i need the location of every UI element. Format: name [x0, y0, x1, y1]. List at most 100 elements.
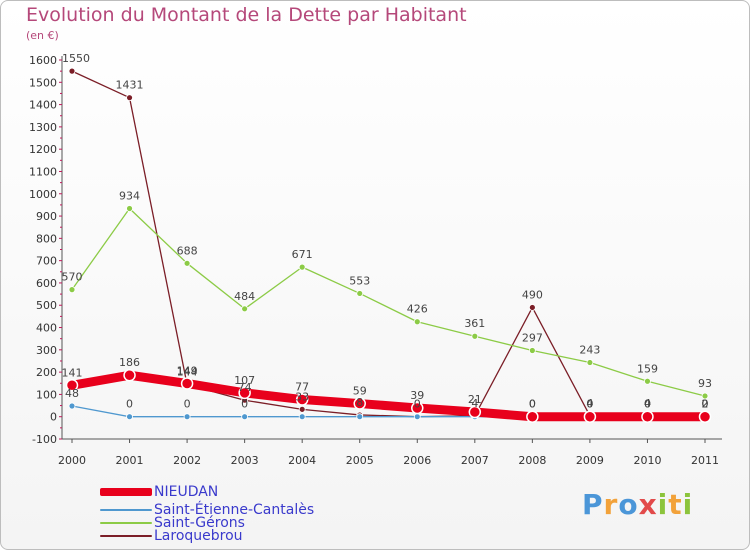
data-label: 361	[464, 317, 485, 330]
data-label: 553	[349, 274, 370, 287]
data-point	[298, 263, 306, 271]
series-line-saint-g-rons	[71, 207, 706, 397]
y-axis-unit: (en €)	[26, 29, 59, 42]
data-label: 4	[644, 397, 651, 410]
data-point	[356, 290, 364, 297]
data-point	[644, 377, 651, 385]
legend-label: Saint-Gérons	[154, 515, 245, 531]
y-tick-label: 1000	[29, 188, 57, 201]
data-label: 0	[184, 398, 191, 411]
data-label: 144	[177, 366, 198, 379]
y-tick-label: 1200	[29, 143, 57, 156]
x-tick-label: 2011	[691, 454, 719, 467]
y-tick-label: 1100	[29, 165, 57, 178]
data-point	[68, 286, 76, 294]
data-point	[583, 410, 597, 423]
data-point	[183, 259, 191, 267]
data-point	[586, 359, 594, 366]
data-point	[413, 318, 421, 326]
data-label: 934	[119, 189, 140, 202]
y-tick-label: 1500	[29, 76, 57, 89]
data-label: 484	[234, 290, 255, 303]
x-tick-label: 2003	[231, 454, 259, 467]
data-point	[126, 413, 133, 421]
y-tick-label: 200	[36, 366, 57, 379]
data-label: 1431	[116, 79, 144, 92]
x-tick-label: 2006	[403, 454, 431, 467]
data-point	[123, 368, 136, 382]
data-label: 0	[586, 398, 593, 411]
data-point	[698, 410, 712, 423]
legend-swatch	[100, 509, 152, 511]
x-tick-label: 2005	[346, 454, 374, 467]
data-label: 570	[62, 271, 83, 284]
data-label: 93	[698, 377, 712, 390]
x-tick-label: 2001	[116, 454, 144, 467]
y-tick-label: 1600	[29, 54, 57, 67]
data-label: 74	[238, 381, 252, 394]
x-tick-label: 2002	[173, 454, 201, 467]
data-point	[528, 347, 536, 354]
data-label: 688	[177, 244, 198, 257]
data-point	[295, 393, 309, 406]
y-tick-label: 400	[36, 322, 57, 335]
data-label: 2	[702, 397, 709, 410]
data-point	[471, 332, 479, 340]
data-label: 1550	[62, 52, 90, 65]
data-label: 297	[522, 331, 543, 344]
series-line-nieudan	[67, 370, 710, 422]
data-label: 33	[295, 390, 309, 403]
data-label: 21	[468, 393, 482, 406]
data-label: 0	[644, 398, 651, 411]
data-point	[353, 397, 366, 410]
data-point	[241, 413, 249, 421]
data-point	[241, 305, 249, 313]
y-tick-label: 1400	[29, 99, 57, 112]
data-point	[183, 413, 191, 421]
legend-label: Saint-Étienne-Cantalès	[154, 502, 315, 518]
data-point	[126, 94, 133, 102]
proxiti-logo: Proxiti	[582, 488, 694, 521]
y-tick-label: 100	[36, 388, 57, 401]
y-tick-label: 300	[36, 344, 57, 357]
legend-label: NIEUDAN	[154, 484, 219, 500]
data-label: 59	[353, 385, 367, 398]
legend-swatch	[100, 522, 152, 524]
data-label: 149	[177, 364, 198, 377]
data-point	[356, 413, 364, 421]
data-label: 0	[702, 398, 709, 411]
legend-item-saint-gerons: Saint-Gérons	[100, 515, 245, 531]
x-tick-label: 2007	[461, 454, 489, 467]
data-point	[701, 392, 709, 400]
x-tick-label: 2010	[633, 454, 661, 467]
data-point	[126, 205, 133, 212]
data-point	[298, 413, 306, 421]
data-label: 490	[522, 288, 543, 301]
data-point	[65, 379, 79, 392]
data-point	[413, 413, 421, 421]
data-label: 107	[234, 374, 255, 387]
data-label: 186	[119, 356, 140, 369]
data-point	[68, 67, 76, 75]
data-label: 0	[414, 398, 421, 411]
data-point	[238, 386, 251, 400]
data-label: 426	[407, 303, 428, 316]
data-label: 39	[410, 389, 424, 402]
data-label: 48	[65, 387, 79, 400]
data-label: 4	[586, 397, 593, 410]
data-label: 0	[586, 398, 593, 411]
data-label: 8	[356, 396, 363, 409]
data-point	[468, 405, 482, 419]
y-tick-label: 600	[36, 277, 57, 290]
x-tick-label: 2009	[576, 454, 604, 467]
data-point	[298, 405, 306, 413]
data-label: 0	[126, 398, 133, 411]
y-tick-label: -100	[32, 433, 57, 446]
y-tick-label: 700	[36, 255, 57, 268]
data-label: 243	[579, 344, 600, 357]
data-point	[641, 410, 654, 423]
legend-swatch	[100, 535, 152, 537]
data-point	[68, 402, 76, 410]
